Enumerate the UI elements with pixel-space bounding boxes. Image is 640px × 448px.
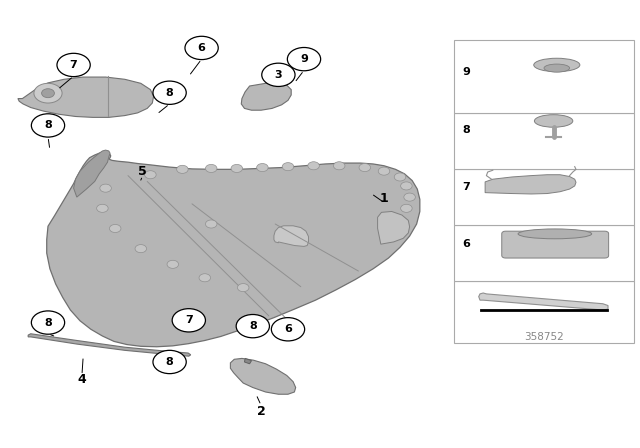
Circle shape: [167, 260, 179, 268]
Text: 5: 5: [138, 164, 147, 178]
Polygon shape: [47, 152, 420, 347]
Circle shape: [31, 311, 65, 334]
Ellipse shape: [534, 115, 573, 127]
Circle shape: [262, 63, 295, 86]
Circle shape: [282, 163, 294, 171]
Circle shape: [205, 220, 217, 228]
Circle shape: [404, 193, 415, 201]
Text: 9: 9: [300, 54, 308, 64]
Circle shape: [257, 164, 268, 172]
Circle shape: [359, 164, 371, 172]
Polygon shape: [28, 334, 191, 356]
Circle shape: [378, 167, 390, 175]
Text: 2: 2: [257, 405, 266, 418]
Circle shape: [205, 164, 217, 172]
FancyBboxPatch shape: [454, 225, 634, 281]
Text: 8: 8: [44, 121, 52, 130]
Circle shape: [135, 245, 147, 253]
Ellipse shape: [518, 229, 591, 239]
Text: 7: 7: [185, 315, 193, 325]
Circle shape: [109, 224, 121, 233]
Polygon shape: [18, 77, 154, 117]
Circle shape: [401, 182, 412, 190]
Circle shape: [199, 274, 211, 282]
Text: 6: 6: [198, 43, 205, 53]
FancyBboxPatch shape: [454, 40, 634, 113]
Text: 358752: 358752: [524, 332, 564, 342]
Circle shape: [153, 350, 186, 374]
Text: 6: 6: [284, 324, 292, 334]
Circle shape: [271, 318, 305, 341]
Circle shape: [401, 204, 412, 212]
Polygon shape: [479, 293, 608, 310]
FancyBboxPatch shape: [454, 281, 634, 343]
FancyBboxPatch shape: [454, 113, 634, 169]
Polygon shape: [244, 358, 252, 364]
Polygon shape: [230, 358, 296, 394]
Text: 8: 8: [166, 88, 173, 98]
Circle shape: [333, 162, 345, 170]
Circle shape: [172, 309, 205, 332]
FancyBboxPatch shape: [502, 231, 609, 258]
Text: 8: 8: [44, 318, 52, 327]
Polygon shape: [274, 226, 308, 246]
Circle shape: [97, 204, 108, 212]
Text: 8: 8: [166, 357, 173, 367]
Text: 3: 3: [275, 70, 282, 80]
Text: 7: 7: [70, 60, 77, 70]
Circle shape: [185, 36, 218, 60]
Text: 4: 4: [77, 373, 86, 387]
Text: 8: 8: [462, 125, 470, 135]
Text: 1: 1: [380, 191, 388, 205]
Ellipse shape: [534, 58, 580, 72]
Polygon shape: [378, 211, 410, 244]
FancyBboxPatch shape: [454, 169, 634, 225]
Circle shape: [145, 171, 156, 179]
Circle shape: [31, 114, 65, 137]
Circle shape: [394, 173, 406, 181]
Circle shape: [231, 164, 243, 172]
Circle shape: [34, 83, 62, 103]
Circle shape: [57, 53, 90, 77]
Polygon shape: [485, 175, 576, 194]
Circle shape: [237, 284, 249, 292]
Text: 9: 9: [462, 67, 470, 77]
Ellipse shape: [544, 64, 570, 72]
Text: 7: 7: [462, 182, 470, 192]
Circle shape: [308, 162, 319, 170]
Circle shape: [287, 47, 321, 71]
Polygon shape: [241, 83, 291, 110]
Circle shape: [100, 184, 111, 192]
Polygon shape: [74, 150, 110, 197]
Circle shape: [236, 314, 269, 338]
Circle shape: [42, 89, 54, 98]
Circle shape: [177, 165, 188, 173]
Text: 6: 6: [462, 239, 470, 249]
Circle shape: [153, 81, 186, 104]
Text: 8: 8: [249, 321, 257, 331]
